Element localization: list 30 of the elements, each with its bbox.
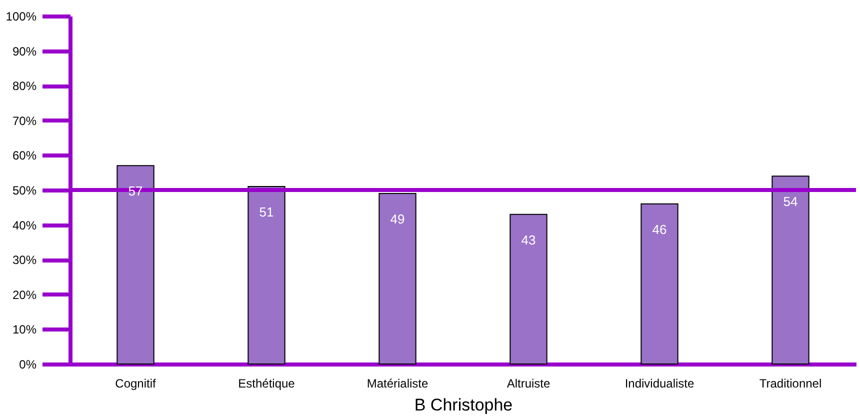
y-tick-label: 100% (6, 10, 37, 24)
x-tick-label: Individualiste (624, 376, 695, 390)
bar (772, 176, 810, 364)
y-tick-label: 80% (12, 79, 37, 94)
y-tick-label: 20% (12, 288, 37, 302)
bar (248, 186, 286, 364)
data-label: 57 (128, 184, 143, 199)
x-axis-title: B Christophe (414, 396, 513, 414)
data-label: 43 (521, 232, 536, 248)
x-tick-label: Matérialiste (366, 376, 428, 390)
y-tick-label: 30% (12, 253, 37, 268)
bar (378, 192, 416, 364)
data-label: 46 (652, 222, 667, 237)
bar (116, 165, 154, 364)
y-tick-label: 40% (12, 218, 37, 232)
bar (510, 214, 548, 364)
x-tick-label: Traditionnel (759, 376, 822, 390)
x-tick-label: Cognitif (115, 376, 157, 390)
data-label: 51 (259, 204, 274, 220)
data-label: 49 (390, 211, 405, 226)
y-tick-label: 50% (12, 184, 37, 198)
y-tick-label: 70% (12, 114, 37, 128)
y-tick-label: 0% (19, 358, 37, 372)
data-label: 54 (783, 194, 798, 210)
x-tick-label: Altruiste (506, 376, 550, 390)
bar (640, 203, 678, 364)
x-tick-label: Esthétique (238, 376, 296, 390)
y-tick-label: 10% (12, 322, 37, 337)
y-tick-label: 90% (12, 44, 37, 58)
y-tick-label: 60% (12, 148, 37, 163)
